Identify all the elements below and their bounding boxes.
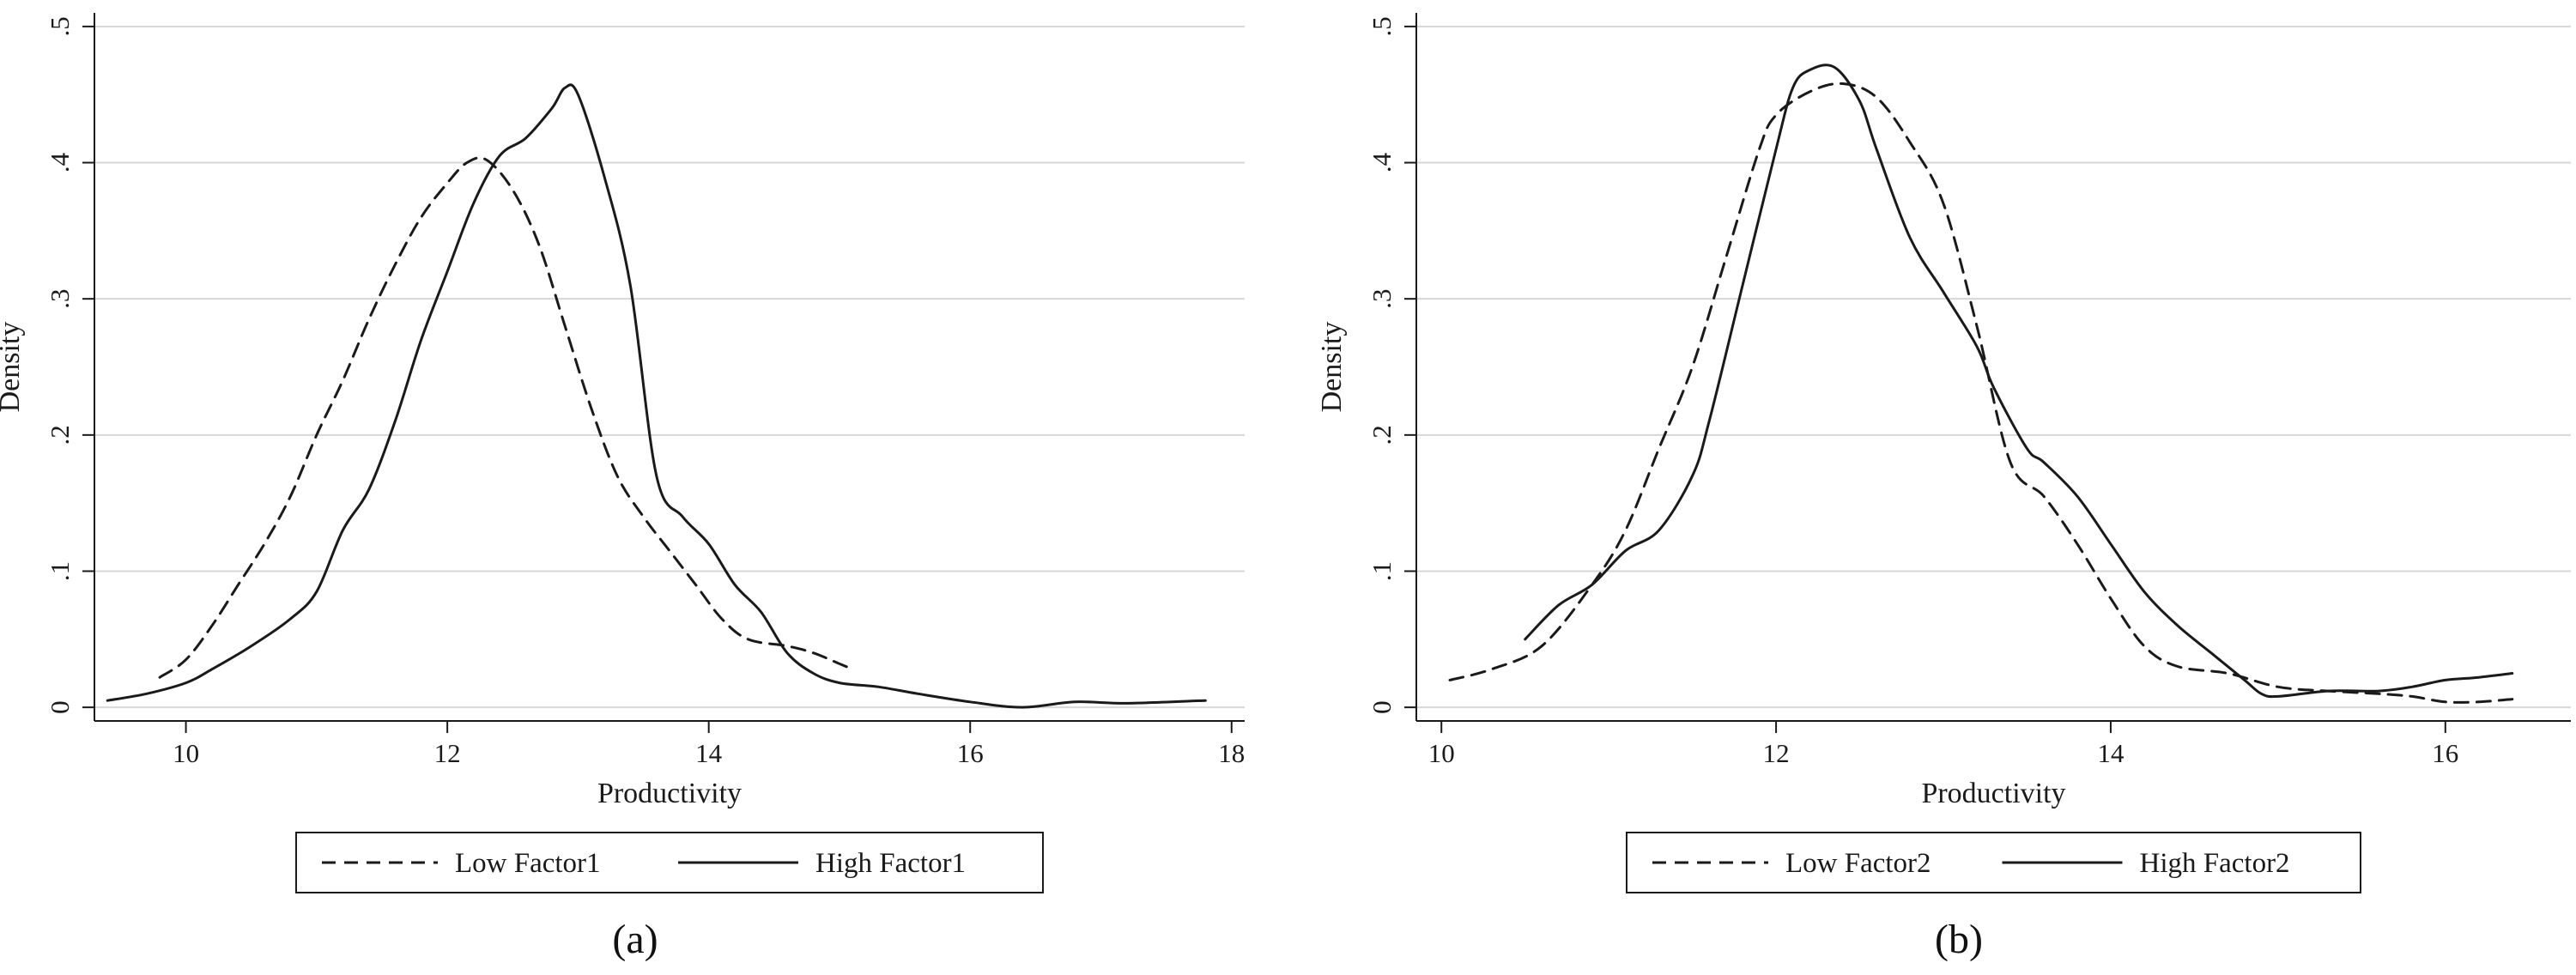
- x-tick-label: 16: [957, 738, 984, 768]
- y-ticks: 0 .1 .2 .3 .4 .5: [1367, 16, 1416, 714]
- legend-label: Low Factor1: [455, 848, 601, 879]
- y-tick-label: .1: [45, 561, 75, 581]
- y-tick-label: 0: [1367, 700, 1397, 714]
- panel-caption: (b): [1935, 917, 1983, 962]
- chart-panel-b: 0 .1 .2 .3 .4 .5 10 12 14 16 Density Productivit…: [1316, 13, 2571, 962]
- x-tick-label: 12: [434, 738, 461, 768]
- x-axis-title: Productivity: [597, 778, 742, 809]
- legend-label: High Factor2: [2140, 848, 2290, 879]
- x-tick-label: 12: [1763, 738, 1790, 768]
- legend: Low Factor1 High Factor1: [295, 832, 1044, 893]
- x-tick-label: 18: [1218, 738, 1245, 768]
- chart-panel-a: 0 .1 .2 .3 .4 .5 10 12 14 16 18 Density Productiv…: [0, 13, 1245, 962]
- series-line-solid: [106, 83, 1207, 709]
- x-tick-label: 16: [2432, 738, 2458, 768]
- y-tick-label: .2: [1367, 425, 1397, 445]
- legend-box: [1626, 832, 2361, 893]
- legend-box: [295, 832, 1044, 893]
- y-tick-label: .4: [45, 152, 75, 173]
- legend-label: High Factor1: [815, 848, 966, 879]
- x-tick-label: 10: [173, 738, 199, 768]
- x-tick-label: 14: [695, 738, 723, 768]
- series-line-solid: [1524, 64, 2514, 699]
- series-lines: [1448, 64, 2514, 704]
- grid-lines: [1416, 25, 2571, 709]
- y-tick-label: .3: [45, 289, 75, 309]
- y-axis-title: Density: [0, 322, 26, 413]
- y-axis-title: Density: [1316, 322, 1348, 413]
- y-tick-label: .1: [1367, 561, 1397, 581]
- legend-label: Low Factor2: [1785, 848, 1931, 879]
- panel-caption: (a): [612, 917, 658, 962]
- series-line-dashed: [1448, 82, 2514, 704]
- y-tick-label: .2: [45, 425, 75, 445]
- grid-lines: [94, 25, 1245, 709]
- y-ticks: 0 .1 .2 .3 .4 .5: [45, 16, 94, 714]
- legend: Low Factor2 High Factor2: [1626, 832, 2361, 893]
- y-tick-label: .5: [45, 16, 75, 36]
- x-tick-label: 14: [2097, 738, 2124, 768]
- y-tick-label: .5: [1367, 16, 1397, 36]
- x-ticks: 10 12 14 16: [1428, 721, 2458, 768]
- x-ticks: 10 12 14 16 18: [173, 721, 1245, 768]
- x-axis-title: Productivity: [1921, 778, 2065, 809]
- y-tick-label: .3: [1367, 289, 1397, 309]
- x-tick-label: 10: [1428, 738, 1455, 768]
- series-line-dashed: [158, 156, 854, 679]
- y-tick-label: 0: [45, 700, 75, 714]
- series-lines: [106, 83, 1207, 709]
- y-tick-label: .4: [1367, 152, 1397, 173]
